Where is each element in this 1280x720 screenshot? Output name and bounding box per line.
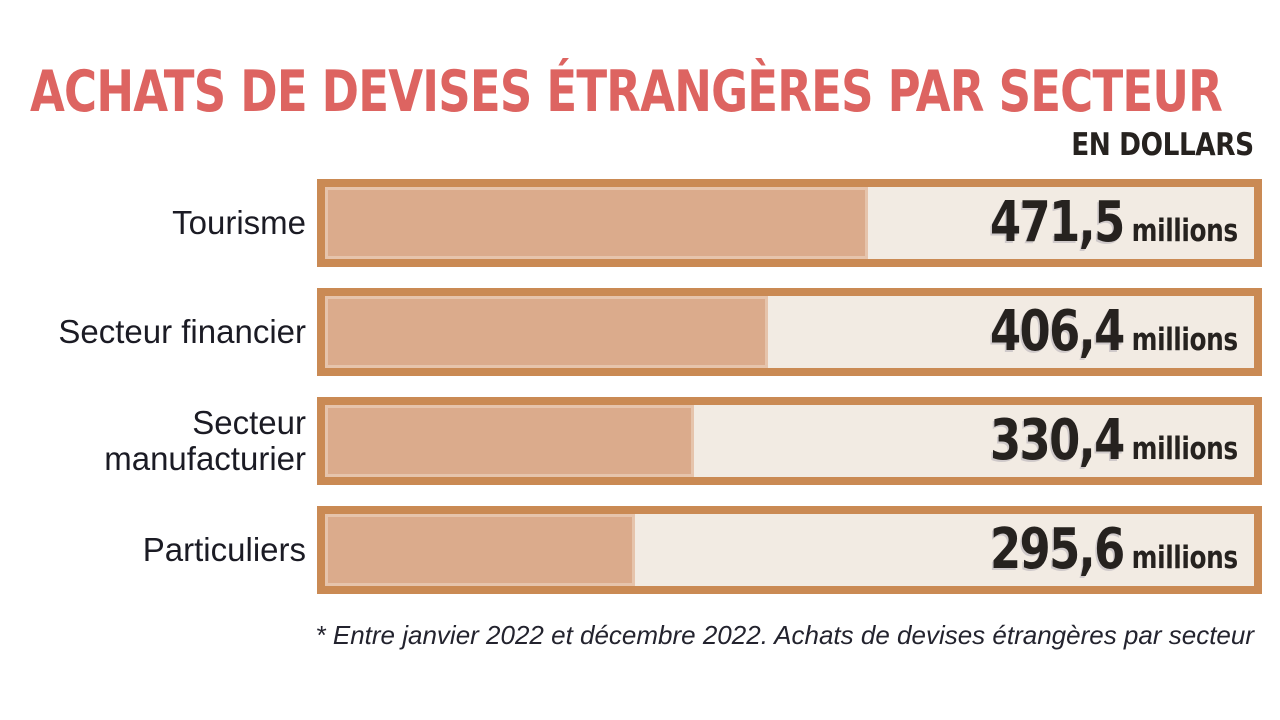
chart-footnote: * Entre janvier 2022 et décembre 2022. A… <box>315 620 1254 650</box>
bar-value: 330,4 millions <box>325 405 1254 477</box>
bar-fill <box>325 296 769 368</box>
bar-value-number: 295,6 <box>990 517 1125 582</box>
bar-track: 406,4 millions <box>317 288 1262 376</box>
bar-row-secteur-financier: Secteur financier 406,4 millions <box>0 288 1280 376</box>
bar-value-number: 406,4 <box>990 299 1125 364</box>
bar-value: 471,5 millions <box>325 187 1254 259</box>
bar-track: 471,5 millions <box>317 179 1262 267</box>
chart-subtitle: EN DOLLARS <box>1071 127 1255 163</box>
bar-value-number: 471,5 <box>990 190 1125 255</box>
bar-value: 406,4 millions <box>325 296 1254 368</box>
bar-value-number: 330,4 <box>990 408 1125 473</box>
bar-track: 330,4 millions <box>317 397 1262 485</box>
bar-value-unit: millions <box>1131 322 1238 358</box>
chart-title: ACHATS DE DEVISES ÉTRANGÈRES PAR SECTEUR <box>30 59 1223 125</box>
bar-value-unit: millions <box>1131 213 1238 249</box>
bar-label: Secteur financier <box>58 312 306 350</box>
bar-value-unit: millions <box>1131 540 1238 576</box>
bar-label: Secteur manufacturier <box>104 403 306 477</box>
bar-fill <box>325 405 694 477</box>
bar-row-tourisme: Tourisme 471,5 millions <box>0 179 1280 267</box>
bar-fill <box>325 514 636 586</box>
bar-value-unit: millions <box>1131 431 1238 467</box>
bar-value: 295,6 millions <box>325 514 1254 586</box>
bar-label: Particuliers <box>142 530 306 568</box>
bar-row-secteur-manufacturier: Secteur manufacturier 330,4 millions <box>0 397 1280 485</box>
bar-fill <box>325 187 869 259</box>
bar-label: Tourisme <box>172 203 306 241</box>
bar-chart: Tourisme 471,5 millions Secteur financie… <box>0 179 1280 615</box>
bar-row-particuliers: Particuliers 295,6 millions <box>0 506 1280 594</box>
bar-track: 295,6 millions <box>317 506 1262 594</box>
